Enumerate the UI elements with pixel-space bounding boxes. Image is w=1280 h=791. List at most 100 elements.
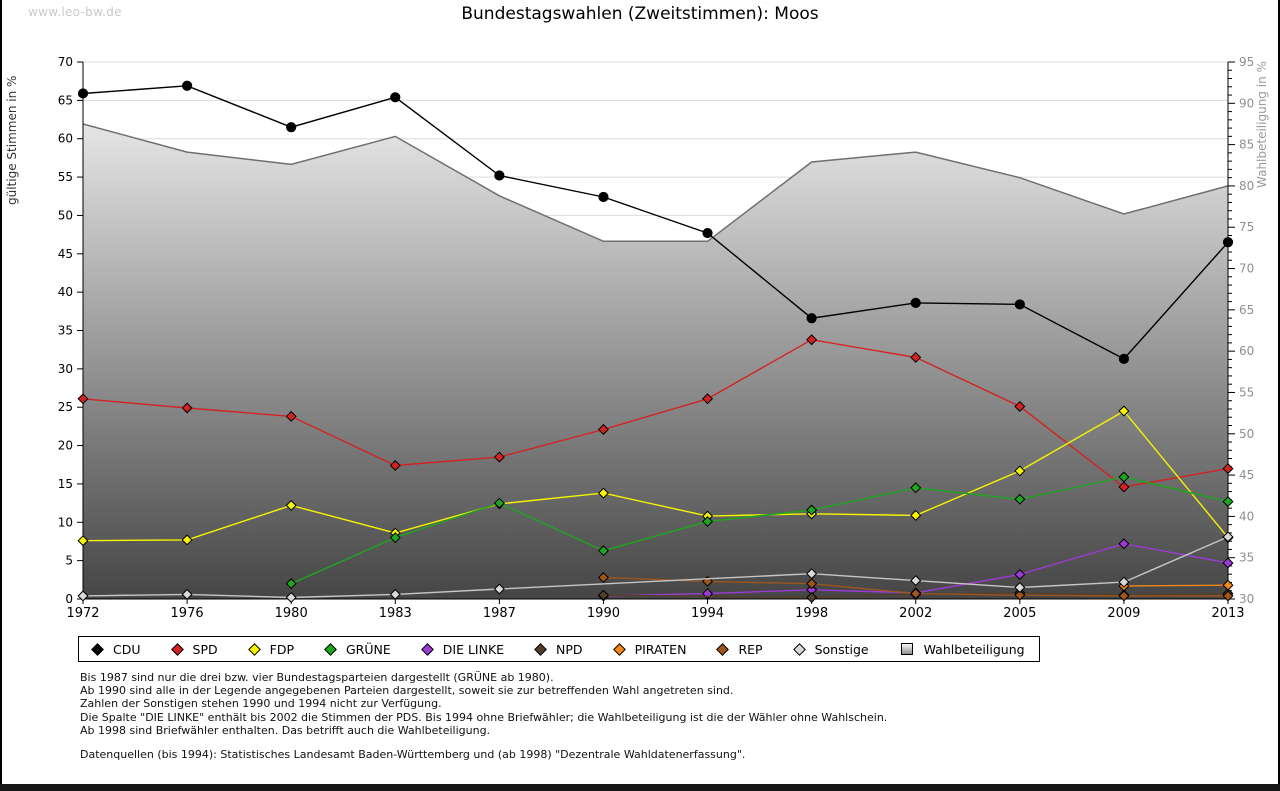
chart-legend: CDU SPD FDP GRÜNE DIE LINKE NPD PIRATEN REP Sons… (78, 636, 1040, 662)
grüne-marker-2009 (1118, 471, 1130, 483)
sonstige-marker-1976 (181, 588, 193, 600)
left-tick-label: 15 (58, 477, 73, 491)
grüne-marker-2013 (1222, 496, 1234, 508)
right-tick-label: 35 (1239, 551, 1254, 565)
fdp-marker-1990 (597, 487, 609, 499)
left-tick-label: 30 (58, 362, 73, 376)
legend-item-cdu: CDU (91, 642, 141, 657)
spd-diamond-icon (170, 642, 184, 656)
legend-item-piraten: PIRATEN (612, 641, 687, 657)
legend-item-die-linke: DIE LINKE (420, 642, 504, 657)
x-tick-label-2013: 2013 (1211, 606, 1244, 621)
left-tick-label: 40 (58, 285, 73, 299)
x-tick-label-1980: 1980 (275, 606, 308, 621)
x-tick-label-1994: 1994 (691, 606, 724, 621)
left-tick-label: 60 (58, 132, 73, 146)
turnout-swatch-icon (900, 643, 913, 655)
right-tick-label: 80 (1239, 179, 1254, 193)
frame-border-left (0, 0, 2, 791)
left-tick-label: 5 (65, 554, 73, 568)
turnout-area-border (82, 123, 1229, 243)
sonstige-marker-1980 (285, 591, 297, 603)
chart-datasource: Datenquellen (bis 1994): Statistisches L… (80, 748, 746, 761)
turnout-area (83, 124, 1228, 599)
legend-item-rep: REP (716, 642, 763, 657)
right-tick-label: 30 (1239, 592, 1254, 606)
npd-marker-1998 (806, 591, 818, 603)
legend-label: PIRATEN (634, 641, 687, 657)
rep-marker-2009 (1118, 590, 1130, 602)
spd-marker-1990 (597, 423, 609, 435)
cdu-marker-2005 (1014, 299, 1025, 310)
cdu-marker-2002 (910, 297, 921, 308)
right-tick-label: 90 (1239, 96, 1254, 110)
fdp-marker-1980 (285, 499, 297, 511)
die-linke-marker-2005 (1014, 568, 1026, 580)
cdu-marker-1972 (77, 88, 89, 99)
right-tick-label: 45 (1239, 468, 1254, 482)
rep-marker-1998 (806, 578, 818, 590)
footnote-line: Die Spalte "DIE LINKE" enthält bis 2002 … (80, 710, 888, 724)
election-chart: 0 5 10 15 20 25 30 35 40 45 50 55 60 65 70 30 35 40 45 50 55… (5, 55, 1269, 621)
left-axis-title: gültige Stimmen in % (5, 76, 19, 205)
legend-item-spd: SPD (170, 642, 218, 657)
rep-marker-2005 (1014, 589, 1026, 601)
left-tick-label: 0 (65, 592, 73, 606)
x-tick-label-1972: 1972 (66, 606, 99, 621)
cdu-marker-1987 (494, 170, 505, 181)
spd-marker-1983 (389, 460, 401, 472)
fdp-line (82, 410, 1229, 542)
die-linke-diamond-icon (420, 642, 434, 656)
rep-marker-2002 (910, 588, 922, 600)
sonstige-marker-1983 (389, 588, 401, 600)
footnote-line: Bis 1987 sind nur die drei bzw. vier Bun… (80, 671, 554, 684)
cdu-marker-1983 (390, 92, 401, 103)
legend-item-fdp: FDP (247, 641, 294, 657)
right-tick-label: 55 (1239, 385, 1254, 399)
right-tick-label: 85 (1239, 138, 1254, 152)
chart-footnotes: Bis 1987 sind nur die drei bzw. vier Bun… (80, 671, 1230, 737)
fdp-marker-2005 (1014, 465, 1026, 477)
grüne-diamond-icon (324, 642, 337, 656)
legend-label: NPD (556, 641, 583, 657)
watermark-link[interactable]: www.leo-bw.de (28, 5, 122, 19)
sonstige-diamond-icon (792, 642, 806, 656)
sonstige-marker-1972 (77, 590, 89, 602)
left-tick-label: 50 (58, 208, 73, 222)
right-tick-label: 50 (1239, 427, 1254, 441)
rep-marker-2013 (1222, 590, 1234, 602)
x-tick-label-1976: 1976 (171, 606, 204, 621)
legend-label: Sonstige (814, 641, 869, 657)
left-tick-label: 55 (58, 170, 73, 184)
sonstige-marker-2013 (1222, 531, 1234, 543)
footnote-line: Ab 1990 sind alle in der Legende angegeb… (80, 684, 734, 698)
right-tick-label: 40 (1239, 509, 1254, 523)
spd-line (82, 338, 1229, 488)
footnote-line: Ab 1998 sind Briefwähler enthalten. Das … (80, 723, 491, 737)
piraten-line (1123, 584, 1229, 587)
npd-line (603, 592, 1229, 599)
sonstige-marker-2005 (1014, 581, 1026, 593)
die-linke-marker-2009 (1118, 538, 1130, 550)
spd-marker-2005 (1014, 400, 1026, 412)
legend-label: FDP (269, 641, 294, 657)
grüne-marker-1990 (597, 545, 609, 557)
fdp-diamond-icon (247, 642, 261, 656)
right-tick-label: 65 (1239, 303, 1254, 317)
cdu-diamond-icon (91, 642, 104, 656)
fdp-marker-2009 (1118, 405, 1130, 417)
left-tick-label: 20 (58, 439, 73, 453)
cdu-line (82, 85, 1229, 360)
chart-title: Bundestagswahlen (Zweitstimmen): Moos (461, 4, 819, 24)
frame-border-right (1278, 0, 1280, 791)
left-tick-label: 25 (58, 400, 73, 414)
cdu-marker-1980 (286, 122, 297, 133)
right-axis-title: Wahlbeteiligung in % (1255, 61, 1269, 188)
legend-item-grüne: GRÜNE (324, 642, 391, 657)
spd-marker-1980 (285, 410, 297, 422)
rep-marker-1990 (597, 572, 609, 584)
grüne-marker-1983 (389, 532, 401, 544)
left-tick-label: 70 (58, 55, 73, 69)
frame-border-bottom (0, 784, 1280, 791)
sonstige-line (82, 536, 1229, 599)
